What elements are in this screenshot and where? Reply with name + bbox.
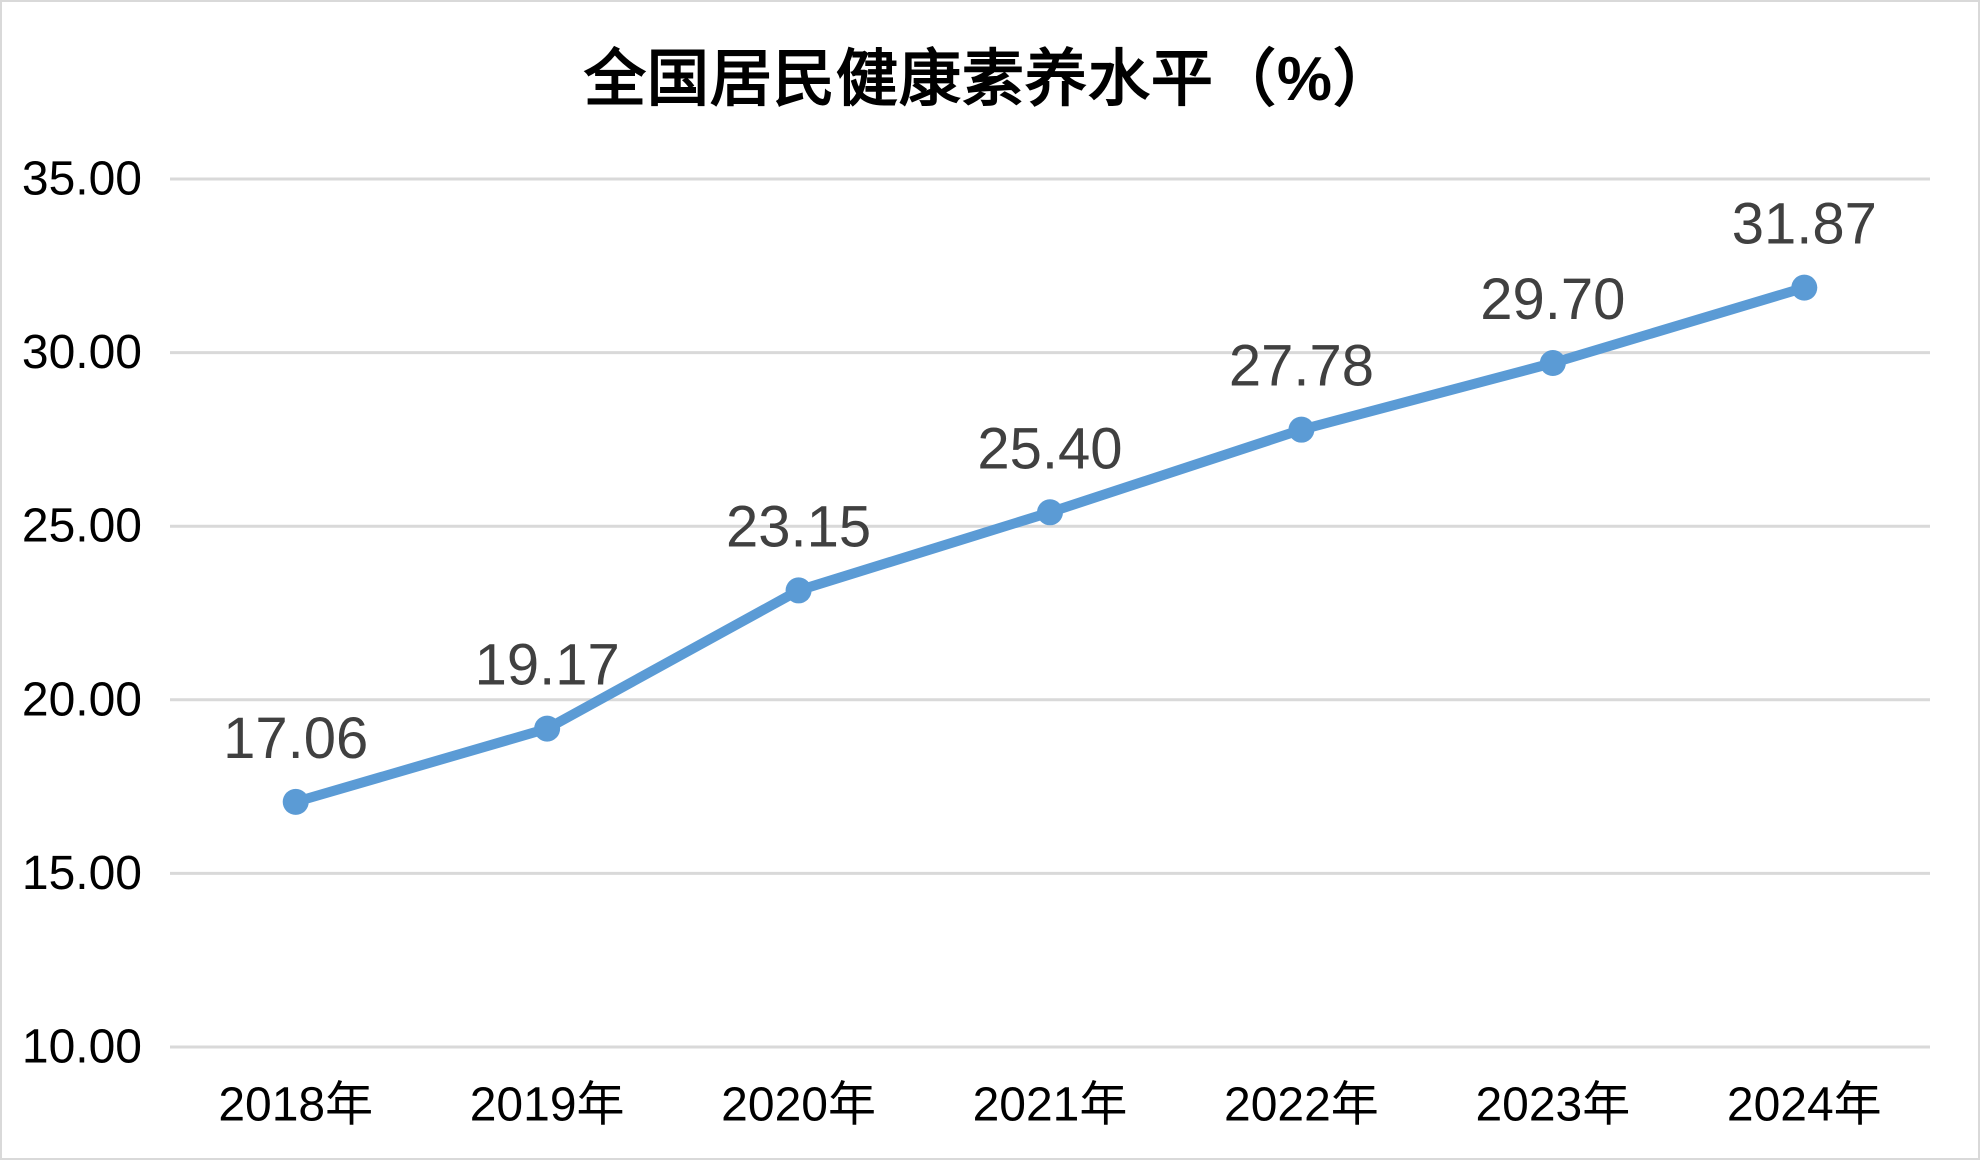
y-axis-tick-label-20: 20.00 (22, 673, 142, 726)
y-axis-tick-label-15: 15.00 (22, 847, 142, 900)
data-point-2022年 (1288, 416, 1315, 443)
x-axis-tick-label-2023年: 2023年 (1475, 1079, 1630, 1132)
data-label-2024年: 31.87 (1732, 192, 1877, 257)
data-label-2021年: 25.40 (977, 416, 1122, 481)
data-label-2022年: 27.78 (1229, 334, 1374, 399)
series-line (290, 282, 1810, 807)
chart-title: 全国居民健康素养水平（%） (583, 45, 1397, 114)
data-point-2020年 (785, 577, 812, 604)
data-point-2021年 (1037, 499, 1063, 526)
data-point-2019年 (534, 715, 561, 742)
x-axis-tick-label-2019年: 2019年 (470, 1079, 625, 1132)
data-point-2024年 (1791, 274, 1818, 301)
data-label-2019年: 19.17 (475, 633, 620, 698)
x-axis-tick-label-2021年: 2021年 (973, 1079, 1128, 1132)
y-axis-tick-label-30: 30.00 (22, 326, 142, 379)
x-axis-tick-label-2024年: 2024年 (1727, 1079, 1882, 1132)
y-axis-tick-label-35: 35.00 (22, 153, 142, 206)
data-label-2018年: 17.06 (223, 706, 368, 771)
x-axis-tick-label-2022年: 2022年 (1224, 1079, 1379, 1132)
x-axis-tick-label-2020年: 2020年 (721, 1079, 876, 1132)
x-axis-tick-label-2018年: 2018年 (218, 1079, 373, 1132)
data-point-2018年 (282, 788, 309, 815)
y-axis-tick-label-25: 25.00 (22, 500, 142, 553)
data-label-2023年: 29.70 (1480, 267, 1625, 332)
data-point-2023年 (1539, 350, 1566, 377)
y-axis-tick-label-10: 10.00 (22, 1021, 142, 1074)
data-label-2020年: 23.15 (726, 494, 871, 559)
